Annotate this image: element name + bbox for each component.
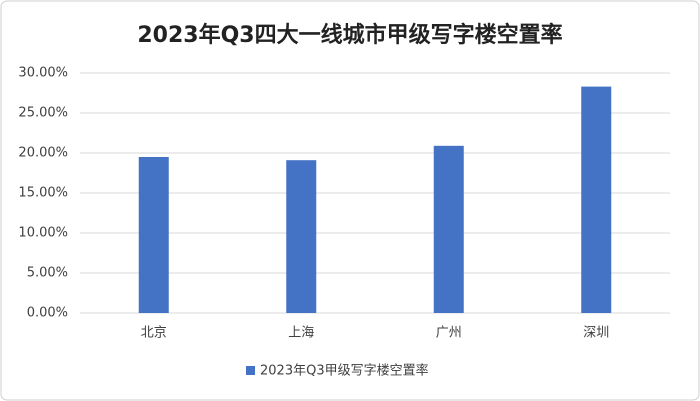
bar xyxy=(433,145,464,313)
x-tick-label: 深圳 xyxy=(583,326,609,341)
bar xyxy=(138,157,169,313)
legend-swatch xyxy=(246,366,255,375)
legend-label: 2023年Q3甲级写字楼空置率 xyxy=(260,363,429,379)
bar xyxy=(581,86,612,313)
y-tick-label: 25.00% xyxy=(18,106,68,121)
y-tick-label: 10.00% xyxy=(18,226,68,241)
x-tick-label: 北京 xyxy=(141,326,167,341)
y-tick-label: 15.00% xyxy=(18,186,68,201)
chart-title: 2023年Q3四大一线城市甲级写字楼空置率 xyxy=(137,22,562,48)
x-tick-label: 广州 xyxy=(436,326,462,341)
y-tick-label: 30.00% xyxy=(18,66,68,81)
y-tick-label: 20.00% xyxy=(18,146,68,161)
bar xyxy=(286,160,317,313)
y-tick-label: 5.00% xyxy=(27,266,68,281)
x-tick-label: 上海 xyxy=(288,326,314,341)
y-tick-label: 0.00% xyxy=(27,306,68,321)
